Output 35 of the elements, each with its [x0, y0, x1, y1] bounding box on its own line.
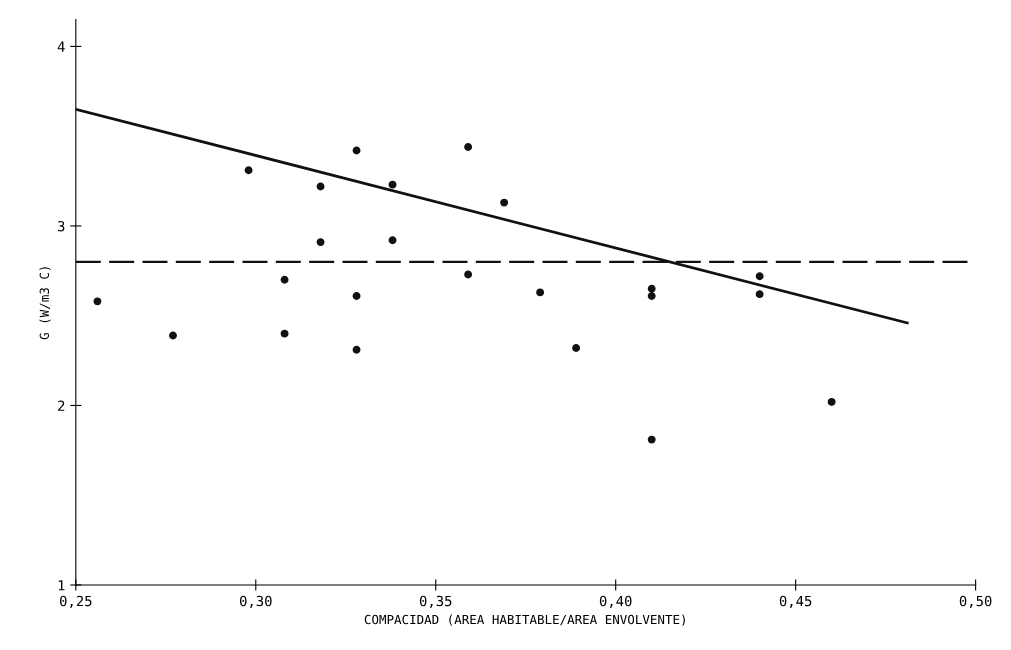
point	[755, 290, 764, 299]
point	[93, 297, 102, 306]
point	[316, 238, 325, 247]
point	[827, 397, 836, 406]
point	[352, 345, 361, 354]
x-tick-label: 0,50	[959, 595, 992, 608]
point	[647, 292, 656, 300]
y-tick-label: 4	[57, 41, 65, 52]
point	[169, 331, 177, 340]
point	[647, 435, 656, 444]
point	[755, 272, 764, 281]
x-tick-label: 0,30	[239, 595, 272, 608]
point	[388, 236, 397, 245]
point	[388, 180, 397, 189]
point	[352, 146, 361, 155]
point	[536, 288, 545, 297]
point	[280, 329, 289, 338]
point	[572, 344, 581, 352]
y-tick-label: 1	[58, 580, 65, 591]
x-axis-title: COMPACIDAD (AREA HABITABLE/AREA ENVOLVENTE)	[364, 614, 685, 626]
y-tick-label: 2	[58, 400, 65, 411]
point	[464, 143, 473, 151]
x-tick-label: 0,40	[599, 595, 632, 608]
x-tick-label: 0,45	[779, 595, 812, 608]
point	[647, 284, 656, 293]
point	[500, 198, 509, 207]
point	[280, 275, 289, 284]
point	[464, 270, 473, 279]
point	[352, 292, 361, 300]
x-tick-label: 0,35	[419, 595, 452, 608]
point	[244, 166, 253, 175]
y-tick-label: 3	[57, 220, 65, 232]
point	[316, 182, 325, 191]
y-axis-title: G (W/m3 C)	[39, 267, 51, 340]
x-tick-label: 0,25	[60, 595, 92, 608]
